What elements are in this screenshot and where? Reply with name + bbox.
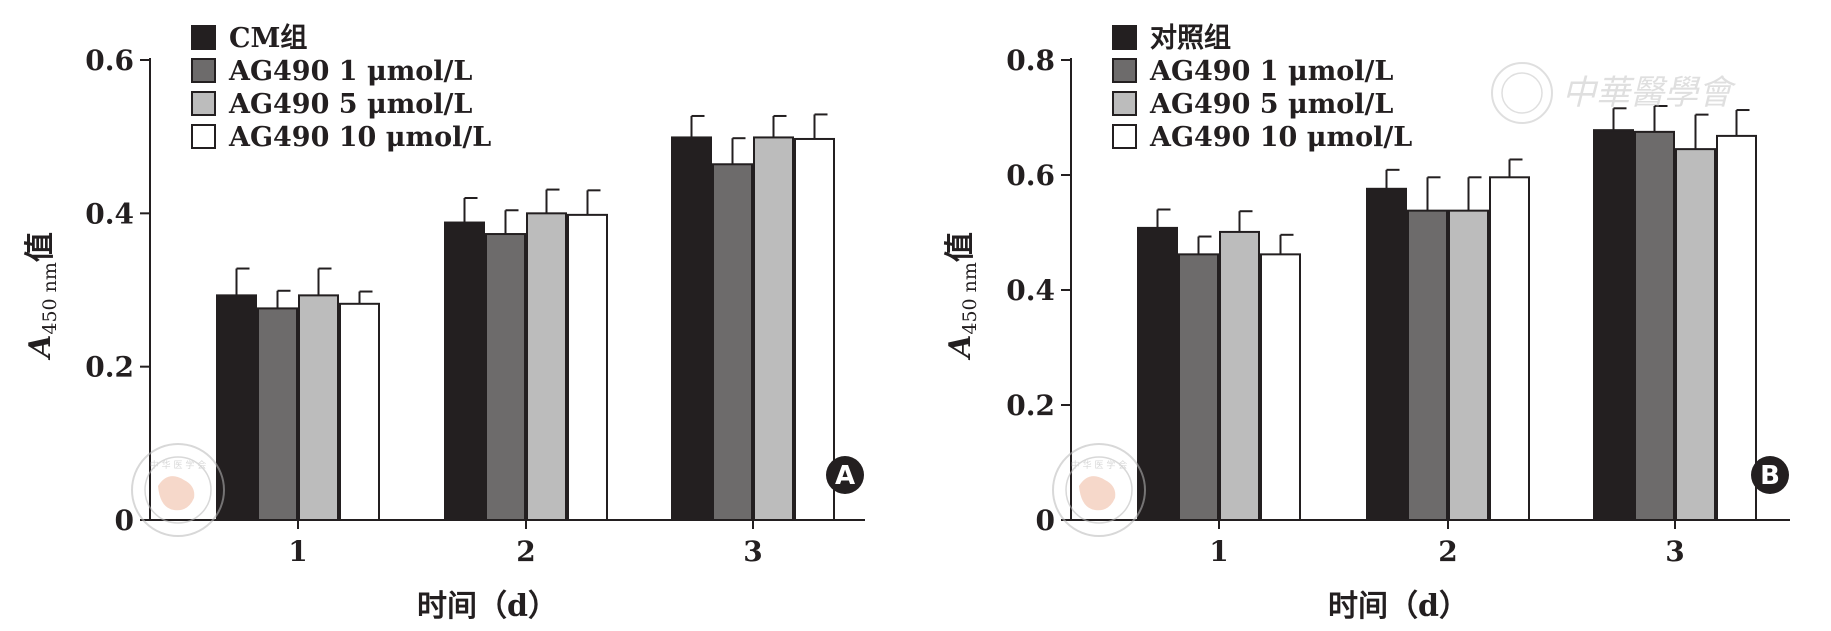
x-tick-label: 3 [743, 535, 762, 568]
x-tick-label: 3 [1665, 535, 1684, 568]
bar [1366, 187, 1407, 522]
y-tick-label: 0 [1036, 504, 1055, 537]
bar [1178, 253, 1219, 521]
legend-label: AG490 10 μmol/L [1149, 122, 1412, 153]
panel-badge [826, 456, 864, 494]
legend-label: CM组 [229, 22, 307, 54]
y-tick-label: 0.4 [85, 197, 134, 230]
bar [444, 221, 485, 522]
y-axis-title-subscript: 450 nm [959, 262, 981, 335]
legend-swatch [1112, 58, 1137, 83]
y-axis-title-tail: 值 [23, 232, 58, 262]
seal-text: 中 华 医 学 会 [150, 459, 206, 471]
x-tick-label: 2 [516, 535, 535, 568]
x-tick-label: 2 [1438, 535, 1457, 568]
seal-outer-ring [131, 443, 225, 537]
bar [753, 136, 794, 522]
association-seal-watermark: 中 华 医 学 会 [131, 443, 225, 537]
bar [1407, 209, 1448, 521]
legend-swatch [1112, 124, 1137, 149]
bar [1137, 226, 1178, 521]
y-tick-label: 0.4 [1006, 274, 1055, 307]
bar [1219, 230, 1260, 522]
y-tick-label: 0.2 [85, 351, 134, 384]
brand-seal-inner-icon [1501, 72, 1543, 114]
bar [567, 213, 608, 521]
x-tick-label: 1 [1209, 535, 1228, 568]
map-icon [158, 476, 195, 511]
brand-text: 中華醫學會 [1562, 73, 1737, 113]
bar [1260, 253, 1301, 521]
y-tick-label: 0.6 [85, 44, 134, 77]
brand-watermark: 中華醫學會 [1491, 62, 1737, 124]
y-axis-title: A450 nm值 [23, 232, 61, 361]
brand-seal-icon [1491, 62, 1553, 124]
legend-label: AG490 1 μmol/L [1149, 56, 1393, 87]
y-tick-label: 0.2 [1006, 389, 1055, 422]
legend-swatch [191, 25, 216, 50]
association-seal-watermark: 中 华 医 学 会 [1052, 443, 1146, 537]
panel-badge-label: B [1760, 461, 1780, 491]
legend-label: 对照组 [1150, 22, 1231, 54]
legend-label: AG490 5 μmol/L [228, 89, 472, 120]
y-tick-label: 0.6 [1006, 159, 1055, 192]
legend-label: AG490 5 μmol/L [1149, 89, 1393, 120]
bar [526, 212, 567, 521]
bar [1448, 209, 1489, 521]
bar [485, 233, 526, 522]
legend-swatch [191, 58, 216, 83]
bar [1675, 148, 1716, 521]
bar [257, 307, 298, 521]
bar [1593, 129, 1634, 521]
bar [1634, 130, 1675, 521]
y-axis-title-tail: 值 [943, 232, 978, 262]
legend-label: AG490 10 μmol/L [228, 122, 491, 153]
x-axis-title: 时间（d） [417, 589, 558, 624]
seal-inner-ring [1065, 456, 1133, 524]
bar [712, 163, 753, 521]
bar [339, 302, 380, 521]
bar [1489, 176, 1530, 522]
bar [671, 136, 712, 522]
y-tick-label: 0.8 [1006, 44, 1055, 77]
seal-inner-ring [144, 456, 212, 524]
y-axis-title: A450 nm值 [943, 232, 981, 361]
bar [1716, 134, 1757, 521]
bar [298, 294, 339, 521]
panel-badge-label: A [835, 461, 855, 491]
panel-badge [1751, 456, 1789, 494]
legend-swatch [1112, 91, 1137, 116]
legend-swatch [191, 124, 216, 149]
y-tick-label: 0 [115, 504, 134, 537]
seal-outer-ring [1052, 443, 1146, 537]
seal-text: 中 华 医 学 会 [1071, 459, 1127, 471]
map-icon [1079, 476, 1116, 511]
y-axis-title-main: A [23, 335, 58, 361]
bar [794, 137, 835, 521]
legend-swatch [191, 91, 216, 116]
y-axis-title-main: A [943, 335, 978, 361]
legend-swatch [1112, 25, 1137, 50]
x-axis-title: 时间（d） [1328, 589, 1469, 624]
y-axis-title-subscript: 450 nm [39, 262, 61, 335]
legend-label: AG490 1 μmol/L [228, 56, 472, 87]
x-tick-label: 1 [288, 535, 307, 568]
